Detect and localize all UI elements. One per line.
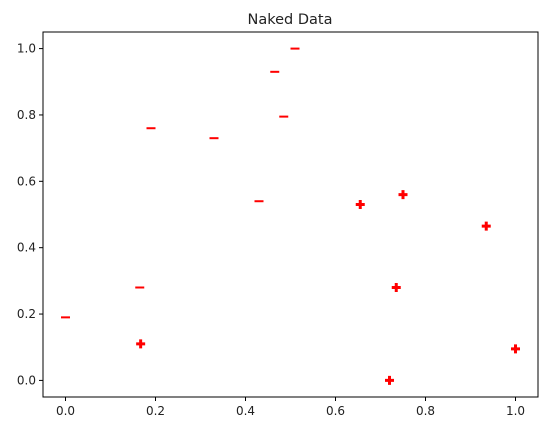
y-tick-label: 0.2 — [17, 307, 36, 321]
plus-marker — [355, 200, 365, 210]
plus-marker — [398, 190, 408, 200]
plus-marker — [385, 375, 394, 385]
data-markers — [61, 47, 520, 385]
plot-frame — [42, 31, 539, 398]
y-tick-label: 0.6 — [17, 174, 36, 188]
x-tick-label: 0.6 — [326, 404, 345, 418]
y-axis: 0.0 0.2 0.4 0.6 0.8 1.0 — [17, 42, 43, 387]
x-tick-label: 0.8 — [416, 404, 435, 418]
plus-marker — [391, 283, 401, 292]
plus-marker — [481, 221, 491, 231]
y-tick-label: 0.0 — [17, 373, 36, 387]
y-tick-label: 1.0 — [17, 42, 36, 56]
plus-marker — [511, 344, 520, 354]
x-tick-label: 1.0 — [506, 404, 525, 418]
y-tick-label: 0.8 — [17, 108, 36, 122]
y-tick-label: 0.4 — [17, 241, 36, 255]
x-axis: 0.0 0.2 0.4 0.6 0.8 1.0 — [56, 397, 525, 418]
x-tick-label: 0.2 — [146, 404, 165, 418]
x-tick-label: 0.4 — [236, 404, 255, 418]
plus-marker — [136, 339, 146, 349]
x-tick-label: 0.0 — [56, 404, 75, 418]
chart-title: Naked Data — [248, 12, 333, 28]
